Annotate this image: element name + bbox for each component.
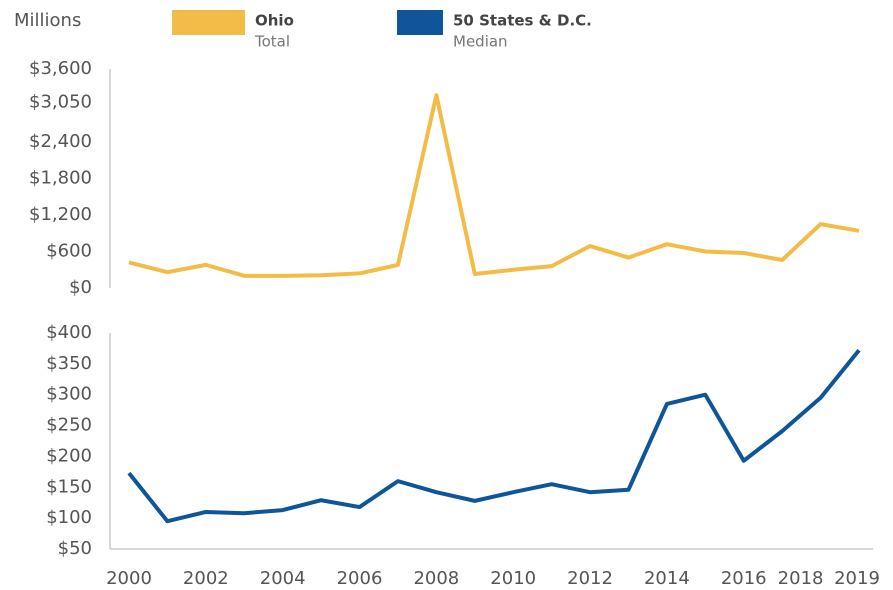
y-tick-label: $600 — [46, 241, 92, 262]
legend-label: 50 States & D.C. — [453, 12, 592, 30]
y-tick-label: $50 — [58, 538, 92, 559]
x-tick-label: 2010 — [490, 568, 536, 589]
y-tick-label: $200 — [46, 445, 92, 466]
x-tick-label: 2019 — [834, 568, 880, 589]
series-line — [127, 349, 861, 524]
y-tick-label: $250 — [46, 415, 92, 436]
y-tick-label: $350 — [46, 353, 92, 374]
legend-swatch — [172, 10, 245, 35]
y-tick-label: $3,050 — [29, 91, 92, 112]
legend-sublabel: Total — [254, 33, 290, 51]
y-tick-label: $300 — [46, 384, 92, 405]
y-tick-label: $1,800 — [29, 168, 92, 189]
y-tick-label: $2,400 — [29, 131, 92, 152]
y-tick-label: $150 — [46, 476, 92, 497]
x-tick-label: 2012 — [567, 568, 613, 589]
y-tick-label: $0 — [69, 277, 92, 298]
x-tick-label: 2016 — [721, 568, 767, 589]
x-tick-label: 2018 — [778, 568, 824, 589]
series-line — [128, 93, 860, 278]
legend-sublabel: Median — [453, 33, 508, 51]
y-tick-label: $1,200 — [29, 204, 92, 225]
x-tick-label: 2008 — [413, 568, 459, 589]
x-tick-label: 2002 — [183, 568, 229, 589]
legend-swatch — [397, 10, 443, 35]
x-tick-label: 2014 — [644, 568, 690, 589]
y-tick-label: $3,600 — [29, 58, 92, 79]
y-unit-label: Millions — [14, 10, 81, 31]
x-tick-label: 2004 — [260, 568, 306, 589]
y-tick-label: $400 — [46, 322, 92, 343]
x-tick-label: 2000 — [106, 568, 152, 589]
x-tick-label: 2006 — [337, 568, 383, 589]
y-tick-label: $100 — [46, 507, 92, 528]
legend-label: Ohio — [255, 12, 294, 30]
